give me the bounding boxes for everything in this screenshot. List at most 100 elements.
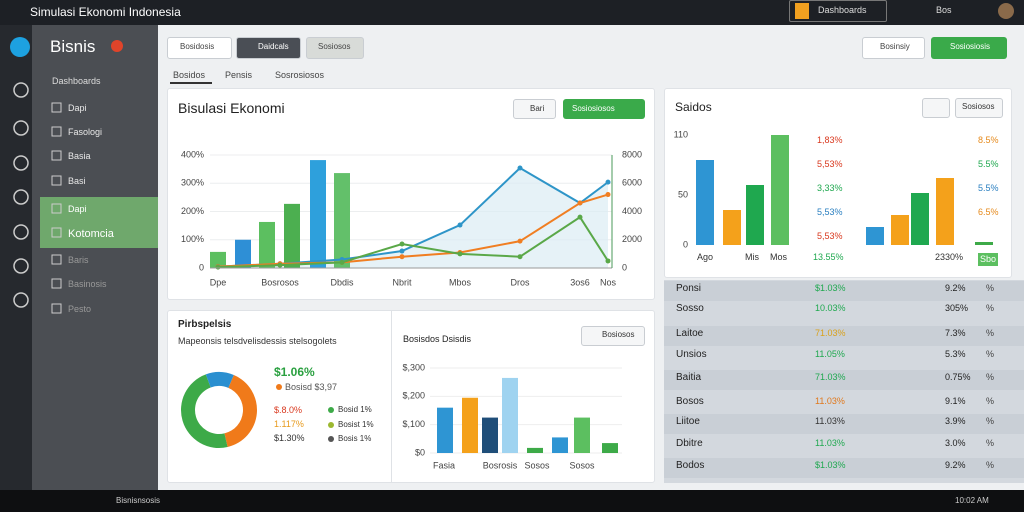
tab[interactable]: Pensis [225, 70, 253, 80]
x-tick-label: Bosrosos [261, 277, 299, 287]
tab-underline [170, 82, 212, 84]
x-label: Sosos [569, 460, 595, 470]
app-icon [795, 3, 809, 19]
cell: 11.03% [815, 438, 845, 448]
y-tick-label: 400% [181, 149, 204, 159]
bar [746, 185, 764, 245]
card-title: Pirbspelsis [178, 319, 232, 330]
point [605, 192, 611, 198]
rail-icon [13, 120, 29, 136]
x-label: Bosrosis [483, 460, 518, 470]
sidebar-icon [51, 227, 62, 238]
taskbar-app: Bisnisnsosis [116, 496, 161, 505]
x-tick-label: Nbrit [392, 277, 412, 287]
tab[interactable]: Sosrosiosos [275, 70, 325, 80]
bar [723, 210, 741, 245]
cell: 9.2% [945, 283, 966, 293]
bar [936, 178, 954, 245]
bar [437, 407, 453, 453]
cell: 9.2% [945, 460, 966, 470]
sidebar-item[interactable]: Kotomcia [68, 228, 114, 240]
toolbar-button-label: Sosiosos [318, 42, 351, 51]
sidebar-item[interactable]: Basinosis [68, 279, 107, 289]
brand: Bisnis [50, 37, 96, 56]
tab[interactable]: Bosidos [173, 70, 206, 80]
stat: 5,53% [817, 231, 843, 241]
stat: 1,83% [817, 135, 843, 145]
sidebar-item[interactable]: Pesto [68, 304, 92, 314]
cell: 5.3% [945, 349, 966, 359]
cell: % [986, 349, 995, 359]
sidebar-item[interactable]: Baris [68, 255, 89, 265]
x-label: Fasia [433, 460, 455, 470]
sidebar-section: Dashboards [52, 76, 101, 86]
legend-entry: Bosid 1% [338, 405, 372, 414]
rail-icon [13, 155, 29, 171]
y-tick-label: 300% [181, 178, 204, 188]
toolbar-button[interactable] [306, 37, 364, 59]
sidebar-icon [51, 150, 62, 161]
y-tick-label: 50 [678, 189, 688, 199]
cell: 0.75% [945, 372, 971, 382]
toolbar-button-label: Bosidosis [180, 42, 215, 51]
sidebar-item[interactable]: Dapi [68, 204, 87, 214]
bar [210, 251, 226, 268]
icon-rail [0, 25, 32, 490]
sidebar-icon [51, 203, 62, 214]
point [605, 179, 611, 185]
note-dot [276, 384, 282, 390]
x-tick-label: Nos [600, 277, 617, 287]
table-row-bg [664, 281, 1024, 301]
point [517, 254, 523, 260]
toolbar-button-label: Daidcals [258, 42, 289, 51]
toolbar-button[interactable] [236, 37, 301, 59]
y-tick-label: 0 [683, 239, 688, 249]
sidebar-icon [51, 126, 62, 137]
cell: 9.1% [945, 396, 966, 406]
donut-slice [180, 374, 228, 448]
chart-button[interactable] [513, 99, 556, 119]
action-button[interactable] [931, 37, 1007, 59]
x-label: Mis [745, 252, 759, 262]
title-bar [0, 0, 1024, 25]
y2-tick-label: 0 [622, 262, 627, 272]
bar-button[interactable] [581, 326, 645, 346]
sidebar-item[interactable]: Basia [68, 151, 91, 161]
chart-button-label: Sosiosiosos [572, 104, 615, 113]
sales-button[interactable] [955, 98, 1003, 118]
sidebar-item[interactable]: Basi [68, 176, 86, 186]
stat: 5.5% [978, 183, 999, 193]
rail-icon [13, 292, 29, 308]
table-row-bg [664, 326, 1024, 346]
toolbar-button[interactable] [167, 37, 232, 59]
user-name: Bos [936, 5, 952, 15]
cell: % [986, 303, 995, 313]
cell: 71.03% [815, 328, 846, 338]
cell: Liitoe [676, 416, 700, 427]
bar [866, 227, 884, 245]
table-row-bg [664, 370, 1024, 390]
stat: 5,53% [817, 207, 843, 217]
bar [696, 160, 714, 245]
sidebar-item[interactable]: Fasologi [68, 127, 103, 137]
sales-toggle[interactable] [922, 98, 950, 118]
action-button[interactable] [862, 37, 925, 59]
legend-dot [328, 436, 334, 442]
point [605, 258, 611, 264]
brand-logo [10, 37, 30, 57]
bar [310, 160, 326, 268]
dropdown[interactable] [789, 0, 887, 22]
chart-button[interactable] [563, 99, 645, 119]
stat: 8.5% [978, 135, 999, 145]
divider [391, 310, 392, 483]
sidebar-item[interactable]: Dapi [68, 103, 87, 113]
bar [482, 417, 498, 453]
action-label: Bosinsiy [880, 42, 910, 51]
bar [462, 397, 478, 453]
cell: 11.03% [815, 396, 845, 406]
line [217, 215, 609, 269]
chart-title: Bisulasi Ekonomi [178, 100, 285, 116]
bar [334, 173, 350, 268]
stat: 3,33% [817, 183, 843, 193]
donut-slice [224, 374, 257, 448]
